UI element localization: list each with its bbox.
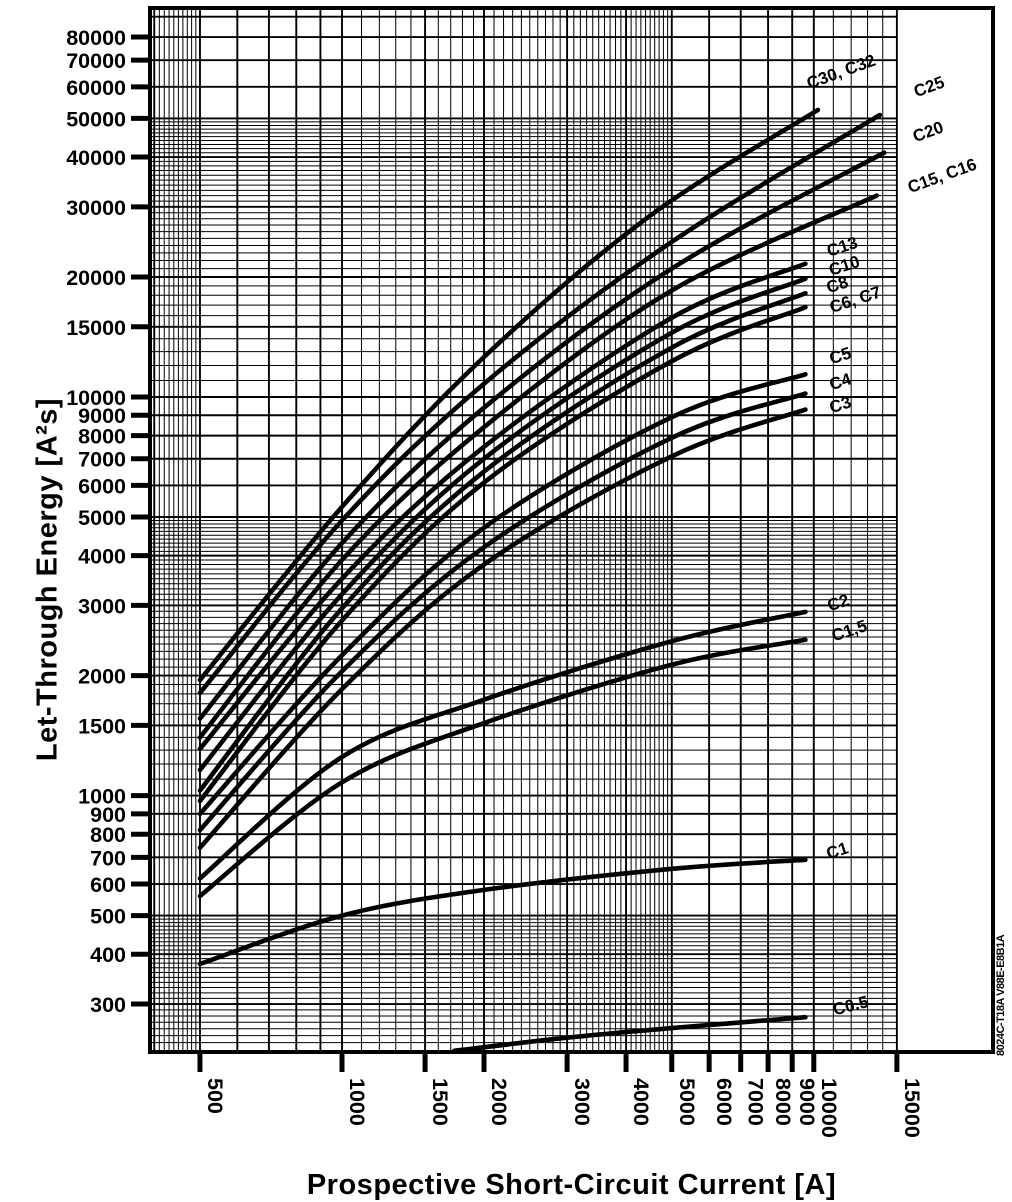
curve-label-c0_5: C0.5 <box>831 992 870 1019</box>
document-reference-text: 8024C-T18A V88E-E8B1A <box>995 934 1007 1056</box>
curve-c20 <box>197 150 887 721</box>
curve-label-c4: C4 <box>827 369 854 394</box>
y-tick-label: 50000 <box>66 107 126 131</box>
curve-c8 <box>197 291 808 793</box>
curve-c3 <box>197 407 808 850</box>
y-tick-label: 80000 <box>66 26 126 50</box>
x-tick-label: 15000 <box>900 1078 924 1138</box>
curve-c4 <box>197 391 808 833</box>
y-axis-title: Let-Through Energy [A²s] <box>31 397 64 762</box>
y-tick-label: 700 <box>90 846 126 870</box>
y-tick-label: 6000 <box>78 474 126 498</box>
curve-c5 <box>197 372 808 817</box>
curve-c0_5 <box>452 1014 808 1054</box>
y-tick-label: 9000 <box>78 404 126 428</box>
x-tick-label: 10000 <box>817 1078 841 1138</box>
x-tick-label: 7000 <box>744 1078 768 1126</box>
x-tick-label: 4000 <box>629 1078 653 1126</box>
y-tick-label: 70000 <box>66 49 126 73</box>
y-tick-label: 3000 <box>78 594 126 618</box>
x-tick-label: 5000 <box>675 1078 699 1126</box>
curve-label-c5: C5 <box>827 343 854 368</box>
curve-label-c1: C1 <box>824 838 851 863</box>
curve-c2 <box>197 609 808 881</box>
y-tick-label: 400 <box>90 943 126 967</box>
y-tick-label: 1000 <box>78 785 126 809</box>
curve-c15-c16 <box>197 193 880 740</box>
curve-c25 <box>197 112 883 696</box>
curve-label-c20: C20 <box>910 118 946 147</box>
y-tick-label: 300 <box>90 993 126 1017</box>
y-tick-label: 2000 <box>78 665 126 689</box>
x-tick-label: 6000 <box>712 1078 736 1126</box>
y-tick-label: 40000 <box>66 146 126 170</box>
y-tick-label: 8000 <box>78 425 126 449</box>
curve-c10 <box>197 276 808 773</box>
y-tick-label: 900 <box>90 803 126 827</box>
y-tick-label: 30000 <box>66 196 126 220</box>
x-tick-label: 8000 <box>771 1078 795 1126</box>
x-tick-label: 3000 <box>570 1078 594 1126</box>
curve-c1 <box>197 857 808 967</box>
y-tick-label: 1500 <box>78 714 126 738</box>
y-tick-label: 15000 <box>66 316 126 340</box>
y-tick-label: 800 <box>90 823 126 847</box>
curve-label-c25: C25 <box>911 73 947 102</box>
curve-label-c1-5: C1,5 <box>829 616 869 645</box>
curve-c6-c7 <box>197 304 808 804</box>
y-tick-label: 4000 <box>78 545 126 569</box>
y-tick-label: 600 <box>90 873 126 897</box>
y-tick-label: 20000 <box>66 266 126 290</box>
curve-label-c15-c16: C15, C16 <box>905 155 979 197</box>
x-tick-label: 500 <box>203 1078 227 1114</box>
y-tick-label: 5000 <box>78 506 126 530</box>
x-tick-label: 9000 <box>795 1078 819 1126</box>
x-tick-label: 1500 <box>428 1078 452 1126</box>
curve-c30-c32 <box>197 107 821 683</box>
y-tick-label: 10000 <box>66 386 126 410</box>
x-tick-label: 2000 <box>487 1078 511 1126</box>
y-tick-label: 500 <box>90 905 126 929</box>
curve-c13 <box>197 261 808 752</box>
curve-c1-5 <box>197 637 808 899</box>
plot-frame <box>148 6 995 1054</box>
x-axis-title: Prospective Short-Circuit Current [A] <box>306 1169 837 1201</box>
y-tick-label: 7000 <box>78 448 126 472</box>
y-tick-label: 60000 <box>66 76 126 100</box>
x-tick-label: 1000 <box>345 1078 369 1126</box>
